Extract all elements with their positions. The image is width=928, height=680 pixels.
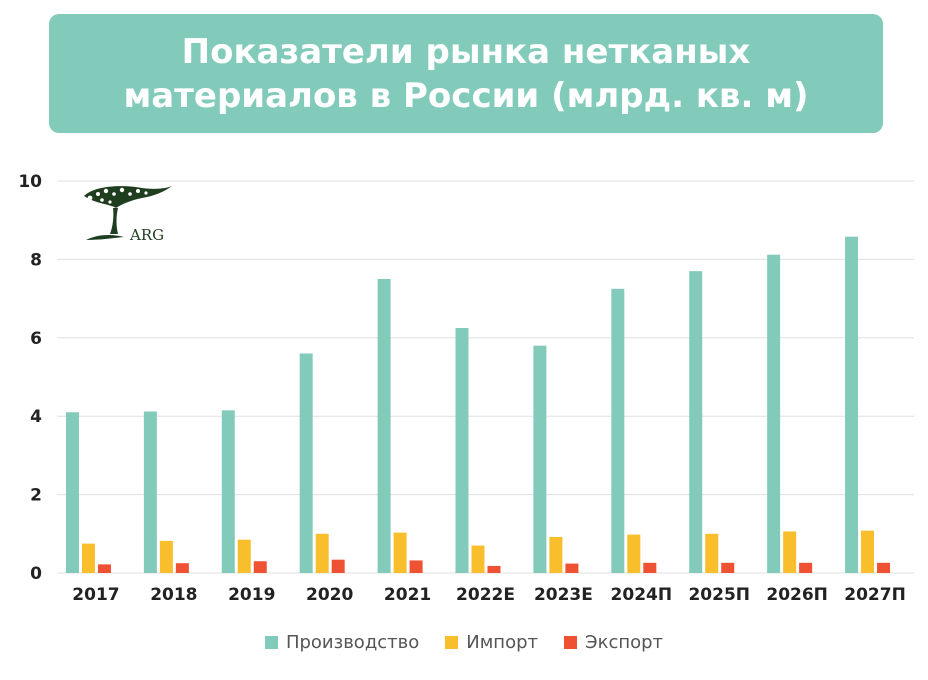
bar-import-2019 xyxy=(237,539,251,573)
legend-label-export: Экспорт xyxy=(585,632,664,653)
legend-item-production: Производство xyxy=(264,632,420,653)
bar-production-2021 xyxy=(377,279,391,573)
legend-label-import: Импорт xyxy=(466,632,539,653)
bar-export-2025П xyxy=(721,562,735,573)
x-tick-label: 2023E xyxy=(534,585,593,605)
bar-import-2018 xyxy=(159,540,173,573)
legend: Производство Импорт Экспорт xyxy=(0,632,928,653)
bar-production-2017 xyxy=(65,412,79,573)
bar-production-2027П xyxy=(845,236,859,573)
bar-import-2022E xyxy=(471,545,485,573)
bar-import-2023E xyxy=(549,536,563,573)
bar-export-2020 xyxy=(331,559,345,573)
bar-production-2020 xyxy=(299,353,313,573)
logo: ARG xyxy=(84,186,172,244)
bar-production-2018 xyxy=(143,411,157,573)
bar-production-2023E xyxy=(533,345,547,573)
x-tick-label: 2020 xyxy=(306,585,353,605)
bar-export-2027П xyxy=(877,562,891,573)
x-tick-label: 2022E xyxy=(456,585,515,605)
bar-production-2026П xyxy=(767,254,781,574)
x-tick-label: 2025П xyxy=(688,585,750,605)
chart-title-line-2: материалов в России (млрд. кв. м) xyxy=(123,75,809,116)
legend-swatch-import xyxy=(445,636,459,649)
bar-import-2026П xyxy=(783,531,797,573)
y-tick-label: 0 xyxy=(30,564,42,584)
legend-label-production: Производство xyxy=(285,632,420,653)
bar-chart: 0 2 4 6 8 10 2017 2018 2019 2020 2021 2022E 2023E 202… xyxy=(18,172,914,605)
logo-text: ARG xyxy=(129,226,164,244)
chart-title-line-1: Показатели рынка нетканых xyxy=(181,31,751,72)
bar-export-2024П xyxy=(643,562,657,573)
bar-production-2022E xyxy=(455,328,469,573)
bar-export-2017 xyxy=(97,564,111,573)
bar-production-2024П xyxy=(611,288,625,573)
legend-item-export: Экспорт xyxy=(564,632,663,653)
bar-export-2026П xyxy=(799,562,813,573)
y-tick-label: 10 xyxy=(18,172,42,192)
x-tick-label: 2024П xyxy=(611,585,673,605)
tree-icon xyxy=(84,186,172,240)
bar-export-2022E xyxy=(487,565,501,573)
x-tick-label: 2027П xyxy=(844,585,906,605)
bar-import-2027П xyxy=(861,530,875,573)
legend-swatch-production xyxy=(264,636,278,649)
bar-export-2023E xyxy=(565,563,579,573)
y-tick-label: 6 xyxy=(30,329,42,349)
bar-import-2025П xyxy=(705,533,719,573)
x-tick-label: 2018 xyxy=(150,585,197,605)
bar-import-2017 xyxy=(81,543,95,573)
bar-import-2020 xyxy=(315,533,329,573)
bar-export-2021 xyxy=(409,560,423,573)
bar-import-2024П xyxy=(627,534,641,573)
x-tick-label: 2019 xyxy=(228,585,275,605)
y-tick-label: 4 xyxy=(30,407,42,427)
legend-item-import: Импорт xyxy=(445,632,538,653)
y-tick-label: 2 xyxy=(30,486,42,506)
bar-production-2025П xyxy=(689,271,703,573)
legend-swatch-export xyxy=(564,636,578,649)
title-banner: Показатели рынка нетканых материалов в Р… xyxy=(49,14,883,133)
bar-export-2019 xyxy=(253,561,267,573)
x-tick-label: 2021 xyxy=(384,585,431,605)
bar-export-2018 xyxy=(175,563,189,573)
y-tick-label: 8 xyxy=(30,250,42,270)
x-tick-label: 2017 xyxy=(72,585,119,605)
bar-import-2021 xyxy=(393,532,407,573)
x-tick-label: 2026П xyxy=(766,585,828,605)
bar-production-2019 xyxy=(221,410,235,573)
